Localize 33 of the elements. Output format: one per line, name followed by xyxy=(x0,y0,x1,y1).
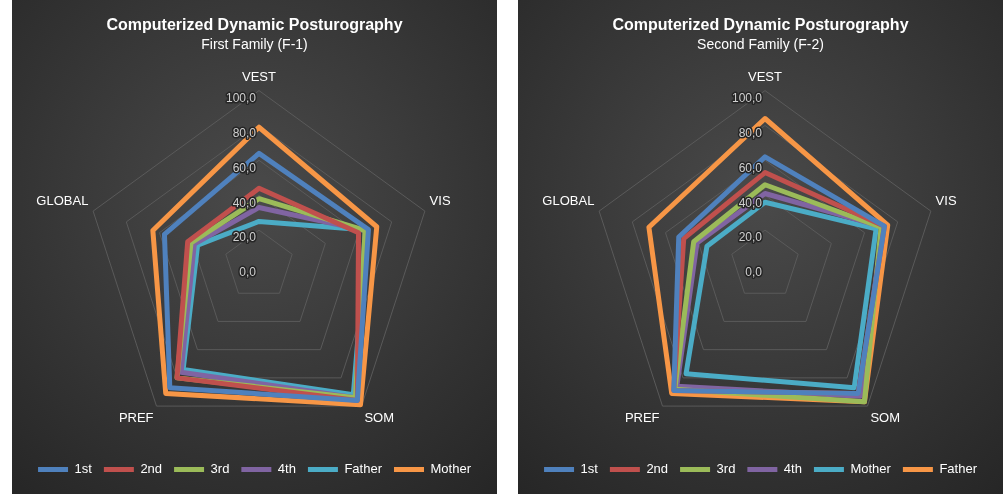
legend-label: 2nd xyxy=(140,461,163,477)
spoke-label: PREF xyxy=(624,409,660,425)
spoke-label: VEST xyxy=(748,69,783,85)
chart-title: Computerized Dynamic Posturography xyxy=(106,16,403,34)
legend-label: 3rd xyxy=(716,461,736,477)
y-tick-label: 20,0 xyxy=(232,230,257,245)
spoke-label: VIS xyxy=(429,193,451,209)
legend-label: Mother xyxy=(430,461,472,477)
legend-label: 4th xyxy=(783,461,802,477)
legend-label: 1st xyxy=(74,461,93,477)
legend-label: Father xyxy=(344,461,383,477)
spoke-label: VIS xyxy=(935,193,957,209)
y-tick-label: 40,0 xyxy=(232,195,257,210)
legend-label: 2nd xyxy=(646,461,669,477)
chart-subtitle: First Family (F-1) xyxy=(201,36,308,53)
y-tick-label: 20,0 xyxy=(738,230,763,245)
legend-label: 3rd xyxy=(210,461,230,477)
spoke-label: SOM xyxy=(364,409,395,425)
spoke-label: GLOBAL xyxy=(36,193,89,209)
legend-label: Father xyxy=(939,461,978,477)
legend-label: 1st xyxy=(580,461,599,477)
legend-label: 4th xyxy=(277,461,296,477)
chart-subtitle: Second Family (F-2) xyxy=(697,36,824,53)
y-tick-label: 0,0 xyxy=(745,265,763,280)
y-tick-label: 100,0 xyxy=(731,90,763,105)
spoke-label: VEST xyxy=(242,69,277,85)
spoke-label: PREF xyxy=(118,409,154,425)
y-tick-label: 0,0 xyxy=(239,265,257,280)
legend-label: Mother xyxy=(850,461,892,477)
spoke-label: GLOBAL xyxy=(542,193,595,209)
chart-title: Computerized Dynamic Posturography xyxy=(612,16,909,34)
spoke-label: SOM xyxy=(870,409,901,425)
y-tick-label: 100,0 xyxy=(225,90,257,105)
